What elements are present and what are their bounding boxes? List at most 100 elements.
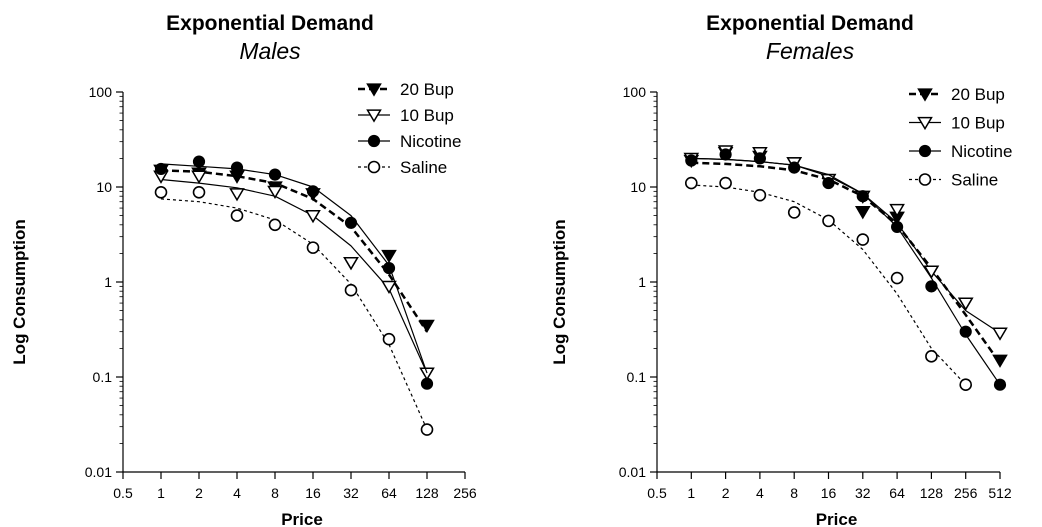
- x-tick-label: 4: [756, 485, 764, 501]
- series-line-saline: [160, 198, 428, 430]
- data-point-saline: [925, 350, 938, 363]
- legend-label: Nicotine: [400, 132, 461, 151]
- legend-item-10-bup: 10 Bup: [358, 106, 454, 125]
- data-point-saline: [420, 423, 434, 436]
- data-point-nicotine: [788, 161, 801, 174]
- y-tick-label: 0.01: [85, 464, 112, 480]
- legend-marker: [367, 160, 381, 174]
- legend-marker: [918, 144, 932, 158]
- legend-label: 20 Bup: [951, 85, 1005, 104]
- chart-title: Exponential Demand: [706, 12, 914, 35]
- data-point-nicotine: [856, 190, 869, 203]
- data-point-10-bup: [419, 367, 435, 381]
- x-tick-label: 2: [195, 485, 203, 501]
- legend-label: 20 Bup: [400, 80, 454, 99]
- series-line-nicotine: [160, 163, 428, 374]
- y-tick-label: 100: [89, 84, 113, 100]
- x-tick-label: 1: [687, 485, 695, 501]
- data-point-10-bup: [229, 188, 245, 202]
- data-point-saline: [382, 332, 396, 346]
- legend: 20 Bup 10 Bup Nicotine Saline: [909, 85, 1012, 190]
- series-line-nicotine: [691, 157, 1001, 386]
- data-point-10-bup: [305, 209, 321, 224]
- data-point-10-bup: [889, 203, 905, 218]
- data-point-saline: [753, 188, 767, 202]
- x-axis-label: Price: [816, 510, 858, 527]
- y-tick-label: 0.1: [93, 369, 113, 385]
- data-point-nicotine: [753, 152, 767, 165]
- legend-item-10-bup: 10 Bup: [909, 114, 1005, 133]
- x-tick-label: 8: [271, 485, 279, 501]
- legend-marker: [918, 173, 932, 186]
- data-point-nicotine: [959, 325, 972, 338]
- data-point-saline: [787, 206, 801, 219]
- legend-label: 10 Bup: [951, 114, 1005, 133]
- series-nicotine: [154, 155, 434, 390]
- x-tick-label: 32: [855, 485, 871, 501]
- data-point-saline: [154, 185, 168, 199]
- data-point-nicotine: [306, 185, 320, 198]
- legend-item-nicotine: Nicotine: [909, 142, 1012, 161]
- data-point-saline: [822, 214, 835, 228]
- x-tick-label: 8: [790, 485, 798, 501]
- y-tick-label: 1: [104, 274, 112, 290]
- legend-item-saline: Saline: [909, 171, 998, 190]
- data-point-nicotine: [154, 162, 168, 176]
- series-nicotine: [685, 148, 1007, 391]
- data-point-saline: [719, 176, 732, 190]
- data-point-saline: [268, 218, 282, 232]
- data-point-nicotine: [230, 161, 244, 174]
- data-point-20-bup: [992, 354, 1008, 368]
- x-tick-label: 128: [415, 485, 439, 501]
- legend-label: 10 Bup: [400, 106, 454, 125]
- legend-label: Nicotine: [951, 142, 1012, 161]
- x-tick-label: 0.5: [113, 485, 133, 501]
- data-point-saline: [230, 209, 244, 222]
- data-point-10-bup: [992, 327, 1008, 341]
- data-point-saline: [684, 176, 698, 190]
- data-point-10-bup: [957, 297, 974, 311]
- x-tick-label: 64: [889, 485, 905, 501]
- legend-marker: [366, 83, 382, 97]
- legend-label: Saline: [951, 171, 998, 190]
- chart-title: Exponential Demand: [166, 12, 374, 35]
- x-tick-label: 16: [305, 485, 321, 501]
- series-saline: [684, 176, 973, 391]
- data-point-saline: [856, 233, 870, 246]
- chart-subtitle: Females: [766, 38, 855, 64]
- data-point-nicotine: [420, 377, 434, 390]
- data-point-nicotine: [685, 154, 698, 167]
- series-line-20-bup: [691, 161, 1002, 364]
- legend-item-saline: Saline: [358, 158, 447, 177]
- chart-subtitle: Males: [239, 38, 301, 64]
- data-point-saline: [192, 185, 206, 199]
- y-axis-label: Log Consumption: [10, 219, 29, 364]
- data-point-saline: [890, 271, 904, 285]
- data-point-saline: [959, 378, 973, 391]
- x-tick-label: 2: [722, 485, 730, 501]
- y-tick-label: 0.1: [627, 369, 647, 385]
- data-point-10-bup: [191, 170, 207, 184]
- x-tick-label: 128: [920, 485, 944, 501]
- data-point-20-bup: [419, 319, 435, 333]
- data-point-nicotine: [192, 155, 206, 168]
- x-tick-label: 256: [453, 485, 477, 501]
- legend-item-20-bup: 20 Bup: [909, 85, 1005, 104]
- x-tick-label: 1: [157, 485, 165, 501]
- data-point-10-bup: [343, 256, 359, 271]
- data-point-nicotine: [344, 216, 358, 229]
- x-tick-label: 64: [381, 485, 397, 501]
- legend-marker: [367, 134, 381, 148]
- data-point-20-bup: [381, 249, 397, 264]
- x-tick-label: 4: [233, 485, 241, 501]
- x-tick-label: 32: [343, 485, 359, 501]
- data-point-saline: [344, 283, 358, 297]
- x-tick-label: 256: [954, 485, 978, 501]
- y-axis-label: Log Consumption: [550, 219, 569, 364]
- data-point-20-bup: [854, 206, 871, 220]
- legend-marker: [917, 88, 933, 102]
- data-point-nicotine: [925, 280, 938, 293]
- data-point-nicotine: [719, 148, 732, 161]
